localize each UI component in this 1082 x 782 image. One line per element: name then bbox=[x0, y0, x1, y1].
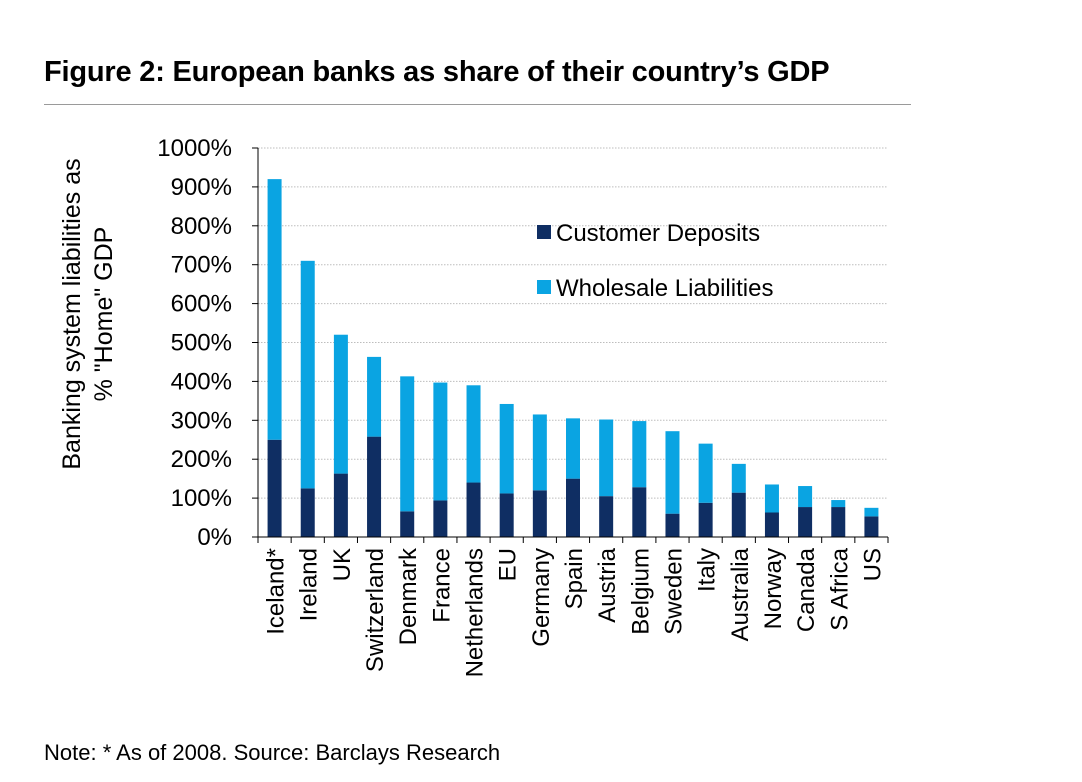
x-tick-label: Norway bbox=[760, 548, 787, 629]
x-tick-label: Denmark bbox=[395, 547, 422, 645]
x-tick-label: Iceland* bbox=[263, 548, 290, 635]
bar-customer-deposits bbox=[798, 507, 813, 537]
bar-customer-deposits bbox=[764, 512, 779, 537]
gridlines bbox=[258, 147, 888, 499]
bar-wholesale-liabilities bbox=[367, 356, 382, 437]
bar-wholesale-liabilities bbox=[466, 385, 481, 483]
bar-customer-deposits bbox=[300, 488, 315, 537]
x-tick-label: Canada bbox=[793, 547, 820, 632]
x-tick-label: Germany bbox=[528, 548, 555, 647]
bar-customer-deposits bbox=[665, 513, 680, 537]
bar-wholesale-liabilities bbox=[532, 414, 547, 491]
bar-wholesale-liabilities bbox=[433, 382, 448, 501]
title-divider bbox=[44, 104, 911, 105]
bar-customer-deposits bbox=[267, 439, 282, 537]
bar-wholesale-liabilities bbox=[267, 179, 282, 440]
y-tick-label: 800% bbox=[171, 213, 232, 240]
axes bbox=[252, 147, 889, 543]
y-tick-label: 500% bbox=[171, 330, 232, 357]
x-tick-label: UK bbox=[329, 548, 356, 581]
bar-wholesale-liabilities bbox=[764, 484, 779, 513]
bar-customer-deposits bbox=[466, 482, 481, 537]
bar-customer-deposits bbox=[599, 496, 614, 537]
y-tick-label: 300% bbox=[171, 407, 232, 434]
y-tick-label: 1000% bbox=[157, 135, 232, 162]
legend-swatch bbox=[537, 225, 551, 239]
bar-wholesale-liabilities bbox=[665, 431, 680, 514]
y-axis-label: Banking system liabilities as% "Home" GD… bbox=[58, 158, 118, 469]
legend-swatch bbox=[537, 280, 551, 294]
bar-wholesale-liabilities bbox=[566, 418, 580, 479]
bar-wholesale-liabilities bbox=[632, 421, 647, 488]
bar-customer-deposits bbox=[864, 516, 879, 537]
bar-customer-deposits bbox=[532, 490, 547, 537]
y-tick-label: 200% bbox=[171, 446, 232, 473]
y-tick-label: 400% bbox=[171, 368, 232, 395]
x-tick-label: Netherlands bbox=[462, 548, 489, 677]
bar-wholesale-liabilities bbox=[731, 463, 746, 493]
legend-label: Wholesale Liabilities bbox=[556, 275, 773, 302]
y-axis-label-line: Banking system liabilities as bbox=[58, 158, 86, 469]
bar-customer-deposits bbox=[566, 478, 580, 537]
x-tick-label: Australia bbox=[727, 547, 754, 641]
source-note: Note: * As of 2008. Source: Barclays Res… bbox=[44, 740, 501, 765]
x-tick-label: US bbox=[859, 548, 886, 581]
bar-wholesale-liabilities bbox=[599, 419, 614, 497]
bar-wholesale-liabilities bbox=[864, 507, 879, 517]
x-tick-labels: Iceland* Ireland UK Switzerland Denmark Franc… bbox=[263, 547, 887, 677]
bar-customer-deposits bbox=[400, 511, 415, 537]
x-tick-label: Austria bbox=[594, 547, 621, 622]
bars bbox=[267, 179, 879, 537]
y-tick-labels: 0% 100% 200% 300% 400% 500% 600% 700% 800% 900% 10… bbox=[157, 135, 232, 551]
x-tick-label: Belgium bbox=[627, 548, 654, 635]
x-tick-label: Spain bbox=[561, 548, 588, 609]
bar-customer-deposits bbox=[333, 473, 348, 537]
x-tick-label: Switzerland bbox=[362, 548, 389, 672]
bar-wholesale-liabilities bbox=[300, 260, 315, 489]
bar-wholesale-liabilities bbox=[400, 376, 415, 512]
bar-wholesale-liabilities bbox=[698, 443, 713, 503]
bar-customer-deposits bbox=[698, 502, 713, 537]
y-axis-label-line: % "Home" GDP bbox=[90, 227, 118, 402]
x-tick-label: Italy bbox=[694, 548, 721, 592]
bar-wholesale-liabilities bbox=[798, 486, 813, 508]
chart-title: Figure 2: European banks as share of the… bbox=[44, 56, 830, 88]
bar-customer-deposits bbox=[367, 436, 382, 537]
bar-customer-deposits bbox=[632, 487, 647, 537]
x-tick-label: Ireland bbox=[296, 548, 323, 621]
x-tick-label: EU bbox=[495, 548, 522, 581]
bar-customer-deposits bbox=[731, 492, 746, 537]
y-tick-label: 0% bbox=[197, 524, 232, 551]
x-tick-label: Sweden bbox=[660, 548, 687, 635]
bar-wholesale-liabilities bbox=[333, 334, 348, 474]
legend: Customer Deposits Wholesale Liabilities bbox=[537, 220, 773, 302]
bar-wholesale-liabilities bbox=[831, 500, 846, 508]
bar-customer-deposits bbox=[831, 507, 846, 537]
y-tick-label: 700% bbox=[171, 252, 232, 279]
bar-customer-deposits bbox=[433, 500, 448, 537]
x-tick-label: S Africa bbox=[826, 547, 853, 630]
bar-customer-deposits bbox=[499, 493, 514, 537]
x-tick-label: France bbox=[428, 548, 455, 623]
y-tick-label: 900% bbox=[171, 174, 232, 201]
bar-wholesale-liabilities bbox=[499, 403, 514, 494]
legend-label: Customer Deposits bbox=[556, 220, 760, 247]
y-tick-label: 100% bbox=[171, 485, 232, 512]
y-tick-label: 600% bbox=[171, 291, 232, 318]
